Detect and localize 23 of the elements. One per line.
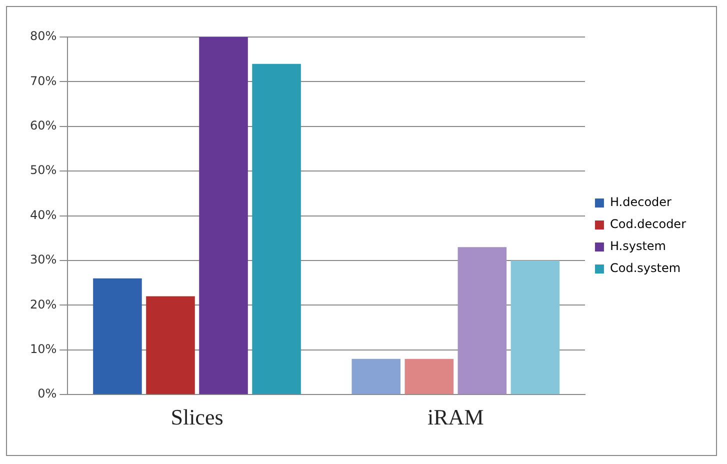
bar bbox=[352, 358, 401, 394]
bar bbox=[404, 358, 454, 394]
y-tick-label: 20% bbox=[30, 297, 57, 312]
legend-label: Cod.system bbox=[610, 261, 681, 276]
x-tick-label: iRAM bbox=[428, 404, 484, 430]
bar bbox=[252, 64, 301, 394]
bar bbox=[93, 278, 142, 394]
y-tick-label: 40% bbox=[30, 208, 57, 222]
bar bbox=[199, 37, 248, 394]
legend-label: H.system bbox=[610, 239, 666, 254]
y-tick-label: 10% bbox=[30, 342, 57, 356]
y-tick-label: 60% bbox=[30, 118, 57, 133]
bar bbox=[146, 296, 195, 394]
y-tick-label: 80% bbox=[30, 29, 57, 44]
legend-label: Cod.decoder bbox=[610, 217, 686, 232]
x-tick-label: Slices bbox=[170, 404, 224, 430]
y-tick-label: 70% bbox=[30, 74, 57, 88]
legend-label: H.decoder bbox=[610, 195, 672, 210]
bar bbox=[458, 247, 507, 394]
y-tick-label: 50% bbox=[30, 163, 57, 178]
y-tick-label: 0% bbox=[38, 386, 57, 401]
y-tick-label: 30% bbox=[30, 252, 57, 267]
bar bbox=[510, 260, 560, 394]
